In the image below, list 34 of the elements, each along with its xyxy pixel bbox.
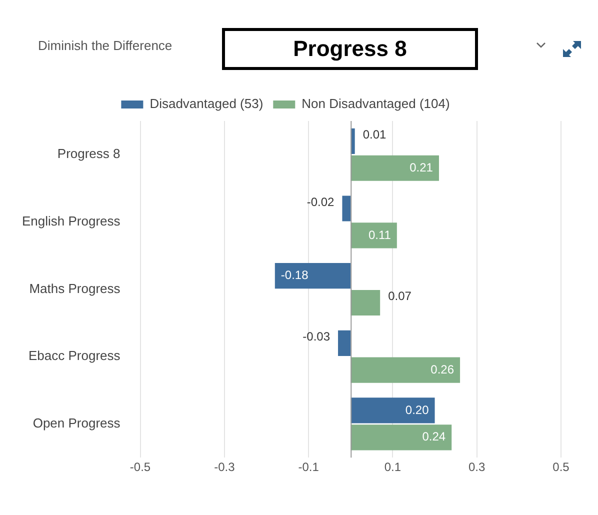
data-label: 0.07 — [388, 289, 412, 304]
bar — [342, 196, 351, 222]
legend-label: Non Disadvantaged (104) — [302, 96, 450, 112]
chart-subtitle: Diminish the Difference — [38, 38, 172, 53]
legend-label: Disadvantaged (53) — [150, 96, 264, 112]
bar — [350, 398, 435, 424]
bar — [350, 155, 439, 181]
bar — [338, 330, 351, 356]
data-label: 0.01 — [362, 128, 387, 142]
y-tick-label: Maths Progress — [29, 280, 121, 296]
data-label: 0.26 — [430, 362, 454, 376]
y-tick-label: Progress 8 — [57, 146, 120, 162]
bar — [350, 424, 452, 450]
data-label: -0.18 — [280, 268, 309, 282]
bar — [350, 357, 460, 383]
x-tick-label: 0.1 — [384, 460, 402, 474]
data-label: 0.21 — [410, 160, 434, 174]
x-tick-label: -0.5 — [130, 460, 151, 474]
bar — [274, 263, 351, 289]
x-tick-label: 0.5 — [552, 460, 570, 474]
data-label: 0.20 — [405, 402, 430, 417]
x-tick-label: 0.3 — [468, 460, 486, 474]
x-tick-label: -0.1 — [298, 460, 320, 474]
data-label: -0.03 — [302, 329, 330, 344]
data-label: 0.11 — [368, 228, 392, 242]
chart-title: Progress 8 — [222, 28, 478, 70]
bar — [350, 290, 380, 316]
y-tick-label: Open Progress — [32, 416, 121, 431]
y-tick-label: Ebacc Progress — [28, 348, 121, 364]
data-label: -0.02 — [306, 194, 335, 209]
data-label: 0.24 — [422, 430, 446, 444]
x-tick-label: -0.3 — [214, 460, 236, 474]
y-tick-label: English Progress — [22, 214, 121, 229]
bar — [350, 222, 397, 248]
